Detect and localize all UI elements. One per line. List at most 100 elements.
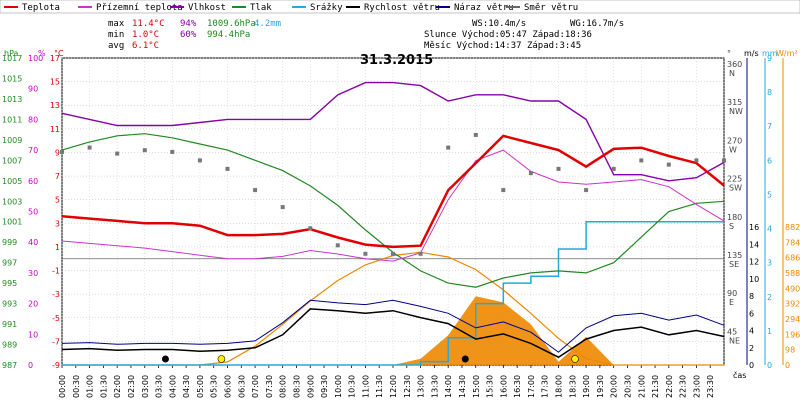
temp-tick-label: -3 (52, 290, 60, 299)
hpa-tick-label: 991 (2, 320, 17, 329)
legend-label: Směr větru (524, 3, 578, 13)
temp-tick-label: -5 (52, 314, 60, 323)
time-label: 17:00 (527, 375, 536, 398)
deg-tick-label: 225 (727, 175, 742, 184)
hpa-tick-label: 989 (2, 341, 17, 350)
ms-tick-label: 4 (749, 327, 754, 336)
stat-sun: Slunce Východ:05:47 Západ:18:36 (424, 30, 592, 40)
time-label: 13:00 (417, 375, 426, 398)
pct-tick-label: 20 (28, 300, 38, 309)
stat-max-label: max (108, 19, 125, 29)
ms-tick-label: 2 (749, 344, 754, 353)
time-label: 12:30 (403, 375, 412, 398)
stat-max-hum: 94% (180, 19, 197, 29)
time-label: 23:30 (706, 375, 715, 398)
temp-tick-label: 1 (55, 243, 60, 252)
mm-tick-label: 2 (767, 293, 772, 302)
time-label: 16:00 (499, 375, 508, 398)
time-label: 18:30 (568, 375, 577, 398)
mm-tick-label: 8 (767, 88, 772, 97)
time-label: 08:00 (279, 375, 288, 398)
wind-dir-point (473, 132, 478, 137)
temp-tick-label: -1 (52, 267, 60, 276)
stat-avg-temp: 6.1°C (132, 41, 159, 51)
legend-label: Přízemní teplota (96, 3, 183, 13)
temp-tick-label: 5 (55, 196, 60, 205)
time-label: 13:30 (430, 375, 439, 398)
stat-min-temp: 1.0°C (132, 30, 159, 40)
stat-moon: Měsíc Východ:14:37 Západ:3:45 (424, 41, 581, 51)
legend-label: Vlhkost (188, 3, 226, 13)
wind-gust-line (61, 299, 725, 353)
time-label: 17:30 (541, 375, 550, 398)
wind-dir-point (87, 145, 92, 150)
hpa-tick-label: 995 (2, 279, 17, 288)
deg-tick-label: 45 (727, 327, 737, 336)
temp-tick-label: -9 (52, 361, 60, 370)
deg-tick-label: 135 (727, 251, 742, 260)
wind-dir-point (225, 166, 230, 171)
pct-tick-label: 10 (28, 330, 38, 339)
deg-tick-label: 180 (727, 213, 742, 222)
stat-min-hum: 60% (180, 30, 197, 40)
hpa-tick-label: 993 (2, 300, 17, 309)
time-label: 01:00 (86, 375, 95, 398)
time-label: 18:00 (555, 375, 564, 398)
time-label: 09:00 (306, 375, 315, 398)
ms-tick-label: 6 (749, 309, 754, 318)
wm2-tick-label: 686 (785, 254, 800, 263)
stat-max-temp: 11.4°C (132, 19, 165, 29)
time-label: 19:00 (582, 375, 591, 398)
deg-unit: ° (727, 49, 731, 58)
hpa-tick-label: 1009 (2, 136, 22, 145)
wind-dir-point (142, 148, 147, 153)
wind-dir-point (584, 188, 589, 193)
wind-dir-point (363, 251, 368, 256)
ms-tick-label: 0 (749, 361, 754, 370)
moon-marker (461, 355, 469, 363)
mm-tick-label: 3 (767, 259, 772, 268)
wind-dir-point (280, 205, 285, 210)
wind-dir-point (60, 149, 64, 154)
time-label: 16:30 (513, 375, 522, 398)
wind-dir-point (611, 166, 616, 171)
legend-label: Náraz větru (454, 3, 514, 13)
deg-tick-dir: SE (729, 260, 739, 269)
wind-dir-point (694, 158, 699, 163)
wind-dir-point (528, 171, 533, 176)
pct-tick-label: 0 (28, 361, 33, 370)
time-label: 14:00 (444, 375, 453, 398)
legend-label: Teplota (22, 3, 60, 13)
mm-tick-label: 7 (767, 122, 772, 131)
stat-min-label: min (108, 30, 124, 40)
ms-unit: m/s (744, 49, 759, 58)
mm-tick-label: 5 (767, 190, 772, 199)
stat-avg-label: avg (108, 41, 124, 51)
wm2-tick-label: 490 (785, 284, 800, 293)
ms-tick-label: 16 (749, 223, 759, 232)
hpa-tick-label: 1015 (2, 74, 22, 83)
temp-tick-label: 7 (55, 172, 60, 181)
chart-title: 31.3.2015 (360, 53, 433, 68)
time-label: 10:00 (334, 375, 343, 398)
temp-tick-label: 3 (55, 219, 60, 228)
wind-dir-point (197, 158, 202, 163)
plot-area (60, 81, 726, 366)
wm2-tick-label: 588 (785, 269, 800, 278)
ms-tick-label: 10 (749, 275, 759, 284)
wind-dir-point (722, 158, 726, 163)
wm2-tick-label: 98 (785, 346, 795, 355)
legend-label: Srážky (310, 3, 343, 13)
hpa-tick-label: 1003 (2, 197, 22, 206)
wind-dir-point (391, 251, 395, 256)
deg-tick-dir: E (729, 298, 734, 307)
mm-tick-label: 6 (767, 156, 772, 165)
time-label: 22:00 (665, 375, 674, 398)
temp-tick-label: -7 (52, 337, 60, 346)
pct-tick-label: 100 (28, 54, 43, 63)
time-label: 21:30 (651, 375, 660, 398)
time-label: 15:30 (486, 375, 495, 398)
ms-tick-label: 14 (749, 240, 759, 249)
